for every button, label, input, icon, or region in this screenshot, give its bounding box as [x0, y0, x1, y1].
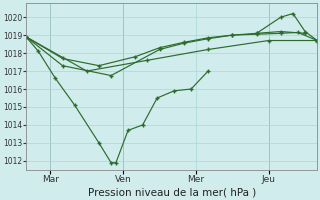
X-axis label: Pression niveau de la mer( hPa ): Pression niveau de la mer( hPa ) [88, 187, 256, 197]
